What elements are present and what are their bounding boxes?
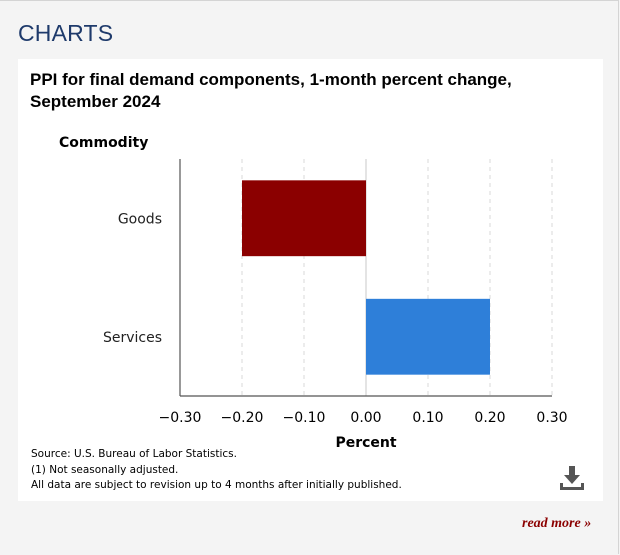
axis-layer: [179, 159, 552, 397]
bar-goods[interactable]: [242, 180, 366, 257]
x-tick-label: 0.30: [536, 410, 567, 426]
category-label: Goods: [118, 211, 162, 227]
chart-card: PPI for final demand components, 1-month…: [18, 59, 603, 501]
x-tick-label: 0.10: [412, 410, 443, 426]
x-tick-label: 0.20: [474, 410, 505, 426]
x-axis-title: Percent: [335, 435, 396, 451]
chart-title: PPI for final demand components, 1-month…: [30, 70, 512, 111]
section-title: CHARTS: [18, 20, 114, 46]
bar-layer: [242, 180, 490, 375]
footnote-1: (1) Not seasonally adjusted.: [31, 463, 179, 476]
download-button[interactable]: [556, 462, 588, 494]
category-label: Services: [103, 330, 162, 346]
footnote-2: All data are subject to revision up to 4…: [31, 479, 402, 491]
y-axis-title: Commodity: [59, 135, 148, 151]
footnotes: Source: U.S. Bureau of Labor Statistics.…: [31, 447, 402, 494]
label-layer: −0.30 −0.20 −0.10 0.00 0.10 0.20 0.30 Goods Serv…: [103, 211, 568, 426]
x-tick-label: −0.10: [283, 410, 326, 426]
footnote-source: Source: U.S. Bureau of Labor Statistics.: [31, 448, 237, 460]
read-more-link[interactable]: read more »: [522, 516, 592, 531]
chart-svg: −0.30 −0.20 −0.10 0.00 0.10 0.20 0.30 Goods Serv…: [59, 135, 568, 451]
bar-services[interactable]: [366, 298, 490, 375]
x-tick-label: 0.00: [350, 410, 381, 426]
x-tick-label: −0.20: [221, 410, 264, 426]
download-icon: [560, 466, 584, 490]
x-tick-label: −0.30: [159, 410, 202, 426]
